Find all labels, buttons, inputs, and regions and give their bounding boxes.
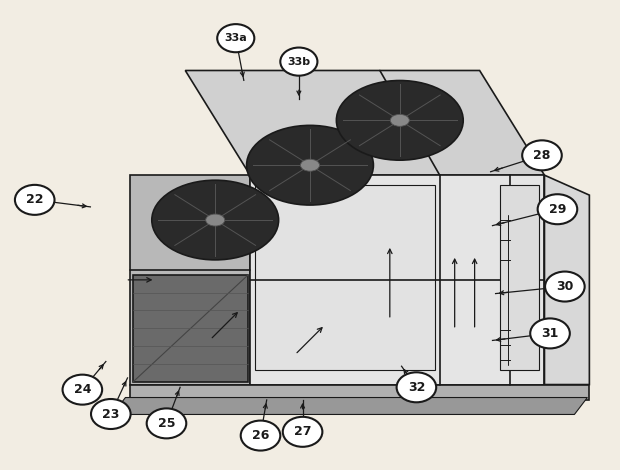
Polygon shape [185,70,544,175]
Circle shape [545,272,585,302]
Ellipse shape [337,80,463,160]
Ellipse shape [206,214,224,226]
Ellipse shape [247,125,373,205]
Text: 29: 29 [549,203,566,216]
Text: 28: 28 [533,149,551,162]
Polygon shape [130,384,590,400]
Text: 27: 27 [294,425,311,439]
Circle shape [91,399,131,429]
Text: 32: 32 [408,381,425,394]
Polygon shape [250,175,544,384]
Polygon shape [500,185,539,369]
Circle shape [63,375,102,405]
Ellipse shape [390,114,409,126]
Ellipse shape [301,159,319,171]
Text: 25: 25 [157,417,175,430]
Text: 24: 24 [74,383,91,396]
Circle shape [280,47,317,76]
Circle shape [15,185,55,215]
Polygon shape [130,175,250,384]
Text: 22: 22 [26,193,43,206]
Text: 33a: 33a [224,33,247,43]
Polygon shape [133,275,248,382]
Text: 31: 31 [541,327,559,340]
Text: 23: 23 [102,407,120,421]
Circle shape [522,141,562,170]
Circle shape [147,408,186,439]
Circle shape [241,421,280,451]
Polygon shape [544,175,590,384]
Polygon shape [255,185,435,369]
Circle shape [217,24,254,52]
Text: 30: 30 [556,280,574,293]
Circle shape [538,194,577,224]
Text: 26: 26 [252,429,269,442]
Circle shape [397,372,436,402]
Text: eReplacementParts.com: eReplacementParts.com [225,237,395,251]
Circle shape [530,318,570,348]
Text: 33b: 33b [287,56,311,67]
Circle shape [283,417,322,447]
Polygon shape [112,398,587,415]
Ellipse shape [152,180,278,260]
